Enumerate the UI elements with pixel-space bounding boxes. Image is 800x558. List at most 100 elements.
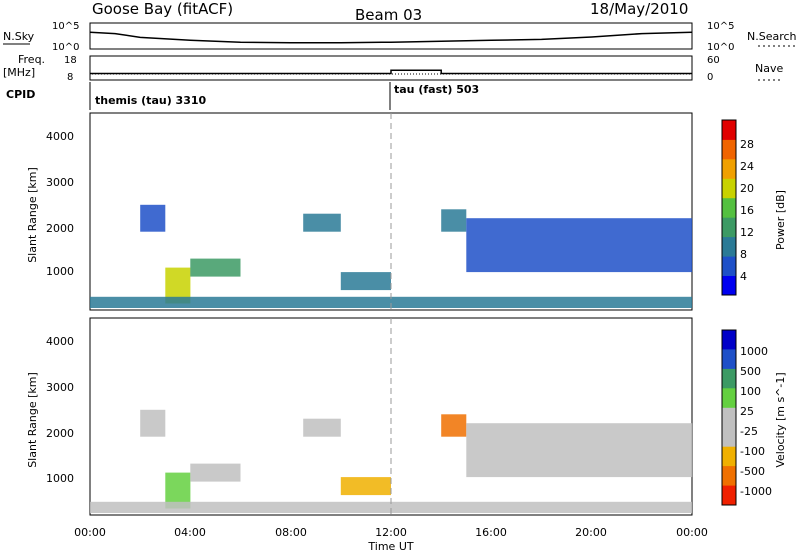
time-tick-3: 12:00	[375, 526, 407, 539]
velocity-patches-patch-0	[140, 409, 166, 437]
velocity-colorbar-frame	[721, 329, 737, 506]
velocity-patches-patch-6	[466, 423, 693, 478]
power-colorbar	[721, 119, 737, 296]
power-cbar-tick-28: 28	[740, 138, 754, 151]
velocity-cbar-tick-m25: -25	[740, 425, 758, 438]
velocity-cbar-tick-m1000: -1000	[740, 485, 772, 498]
power-colorbar-swatch-8	[722, 120, 736, 140]
freq-left-label-1: Freq.	[18, 53, 45, 66]
power-cbar-tick-20: 20	[740, 182, 754, 195]
velocity-cbar-label: Velocity [m s^-1]	[774, 372, 787, 467]
velocity-cbar-tick-500: 500	[740, 365, 761, 378]
power-cbar-tick-8: 8	[740, 248, 747, 261]
power-patches-patch-6	[466, 218, 693, 273]
velocity-ytick-1000: 1000	[46, 472, 74, 485]
time-tick-2: 08:00	[275, 526, 307, 539]
power-cbar-tick-4: 4	[740, 270, 747, 283]
freq-right-tick-top: 60	[707, 55, 720, 66]
power-patches-patch-3	[303, 213, 341, 232]
velocity-cbar-tick-m100: -100	[740, 445, 765, 458]
velocity-patches-patch-3	[303, 418, 341, 437]
velocity-cbar-tick-25: 25	[740, 405, 754, 418]
velocity-ytick-2000: 2000	[46, 427, 74, 440]
power-colorbar-swatch-7	[722, 139, 736, 160]
noise-left-tick-top: 10^5	[52, 21, 79, 32]
velocity-patches-patch-4	[340, 477, 391, 496]
power-cbar-tick-24: 24	[740, 160, 754, 173]
velocity-colorbar-swatch-6	[722, 446, 736, 467]
velocity-cbar-tick-1000: 1000	[740, 345, 768, 358]
time-axis-label: Time UT	[367, 540, 413, 553]
freq-panel: Freq. [MHz] 18 8 60 0 Nave	[3, 53, 783, 83]
power-ylabel: Slant Range [km]	[26, 167, 39, 263]
noise-left-label: N.Sky	[3, 30, 35, 43]
power-ytick-1000: 1000	[46, 265, 74, 278]
time-tick-1: 04:00	[174, 526, 206, 539]
velocity-colorbar-swatch-4	[722, 407, 736, 428]
velocity-colorbar-swatch-7	[722, 466, 736, 486]
noise-panel: N.Sky 10^5 10^0 10^5 10^0 N.Search	[3, 21, 797, 53]
cpid-label: CPID	[6, 88, 35, 101]
noise-left-tick-bottom: 10^0	[52, 42, 79, 53]
power-patches-patch-7	[90, 296, 692, 308]
power-colorbar-swatch-6	[722, 158, 736, 179]
power-colorbar-swatch-0	[722, 275, 736, 296]
nave-label: Nave	[755, 62, 783, 75]
power-colorbar-swatch-3	[722, 217, 736, 238]
cpid-segment-1: themis (tau) 3310	[95, 94, 207, 107]
power-ytick-2000: 2000	[46, 222, 74, 235]
velocity-colorbar-swatch-3	[722, 388, 736, 409]
power-cbar-tick-16: 16	[740, 204, 754, 217]
velocity-patches-patch-7	[90, 501, 692, 513]
noise-series-line	[89, 31, 693, 44]
freq-left-tick-bottom: 8	[67, 72, 73, 83]
power-cbar-label: Power [dB]	[774, 190, 787, 250]
freq-series-line	[90, 69, 692, 75]
time-tick-6: 00:00	[676, 526, 708, 539]
beam-label: Beam 03	[355, 6, 422, 24]
freq-left-tick-top: 18	[64, 55, 77, 66]
power-colorbar-swatch-4	[722, 197, 736, 218]
velocity-panel: 4000 3000 2000 1000 Slant Range [km] 100…	[26, 317, 787, 516]
velocity-ylabel: Slant Range [km]	[26, 372, 39, 468]
time-tick-5: 20:00	[575, 526, 607, 539]
power-cbar-tick-12: 12	[740, 226, 754, 239]
power-panel: 4000 3000 2000 1000 Slant Range [km] 28 …	[26, 112, 787, 311]
noise-right-tick-top: 10^5	[707, 21, 734, 32]
power-ytick-3000: 3000	[46, 176, 74, 189]
date-label: 18/May/2010	[590, 0, 688, 18]
power-ytick-4000: 4000	[46, 130, 74, 143]
velocity-cbar-tick-100: 100	[740, 385, 761, 398]
power-colorbar-swatch-1	[722, 256, 736, 276]
velocity-colorbar-swatch-0	[722, 330, 736, 350]
velocity-colorbar-swatch-2	[722, 368, 736, 389]
time-axis: 00:00 04:00 08:00 12:00 16:00 20:00 00:0…	[74, 526, 708, 553]
noise-right-tick-bottom: 10^0	[707, 42, 734, 53]
cpid-segment-2: tau (fast) 503	[394, 83, 479, 96]
power-patches-patch-5	[441, 209, 467, 232]
freq-right-tick-bottom: 0	[707, 72, 713, 83]
velocity-patches	[90, 409, 693, 513]
power-colorbar-swatch-2	[722, 236, 736, 257]
power-patches-patch-2	[190, 258, 241, 277]
velocity-cbar-tick-m500: -500	[740, 465, 765, 478]
power-patches-patch-0	[140, 204, 166, 232]
velocity-ytick-4000: 4000	[46, 335, 74, 348]
power-patches-patch-4	[340, 272, 391, 291]
velocity-patches-patch-5	[441, 414, 467, 437]
time-tick-4: 16:00	[475, 526, 507, 539]
time-tick-0: 00:00	[74, 526, 106, 539]
cpid-row: CPID themis (tau) 3310 tau (fast) 503	[6, 82, 479, 110]
radar-title: Goose Bay (fitACF)	[92, 0, 233, 18]
power-colorbar-frame	[721, 119, 737, 296]
freq-left-label-2: [MHz]	[3, 66, 35, 79]
velocity-colorbar-swatch-5	[722, 427, 736, 448]
velocity-patches-patch-2	[190, 463, 241, 482]
power-colorbar-swatch-5	[722, 178, 736, 199]
noise-right-label: N.Search	[747, 30, 797, 43]
power-patches	[90, 204, 693, 308]
velocity-colorbar	[721, 329, 737, 506]
velocity-colorbar-swatch-1	[722, 349, 736, 370]
velocity-colorbar-swatch-8	[722, 485, 736, 506]
